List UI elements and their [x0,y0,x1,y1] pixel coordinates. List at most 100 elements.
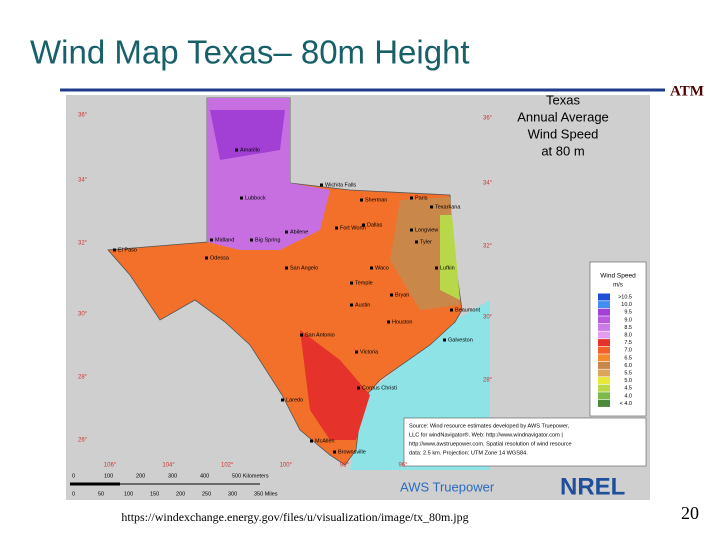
city-marker [350,303,353,307]
map-title: Wind Speed [528,126,599,141]
legend-swatch [598,392,610,400]
city-label: Big Spring [255,237,280,243]
city-label: El Paso [118,247,137,253]
city-marker [285,266,288,270]
legend-swatch [598,361,610,369]
city-marker [435,266,438,270]
city-label: Austin [355,302,370,308]
map-title: at 80 m [541,143,584,158]
city-marker [285,230,288,234]
city-marker [443,338,446,342]
legend-swatch [598,323,610,331]
legend-swatch [598,339,610,347]
city-label: Wichita Falls [325,182,356,188]
map [66,95,650,500]
slide-title: Wind Map Texas– 80m Height [30,34,470,71]
legend-title: Wind Speed [600,273,636,280]
latitude-label: 34° [78,178,88,184]
map-title: Texas [546,92,580,107]
city-marker [235,148,238,152]
city-label: Temple [355,280,373,286]
scale-label: 200 [136,473,145,479]
map-title: Annual Average [517,109,609,124]
legend-swatch [598,346,610,354]
legend-swatch [598,308,610,316]
city-label: Odessa [210,255,230,261]
city-marker [410,196,413,200]
scale-label: 250 [202,491,211,497]
latitude-label: 30° [78,312,88,318]
scale-label: 0 [72,491,75,497]
city-label: Lufkin [440,265,455,271]
legend-swatch [598,384,610,392]
logo-aws: AWS Truepower [400,479,495,494]
legend-label: 8.0 [624,332,632,338]
city-label: Longview [415,227,438,233]
source-text: Source: Wind resource estimates develope… [409,423,570,429]
city-marker [387,320,390,324]
city-label: Fort Worth [340,225,366,231]
city-label: Bryan [395,292,409,298]
city-label: Abilene [290,229,308,235]
scale-label: 350 Miles [254,491,278,497]
latitude-label: 26° [78,438,88,444]
city-marker [350,281,353,285]
source-text: data: 2.5 km. Projection: UTM Zone 14 WG… [409,450,528,456]
legend-swatch [598,399,610,407]
source-text: http://www.awstruepower.com. Spatial res… [409,441,572,447]
city-marker [357,386,360,390]
city-label: Houston [392,319,413,325]
coastal-zone [300,330,370,440]
city-label: Brownsville [338,449,366,455]
city-label: Sherman [365,197,387,203]
scale-label: 400 [200,473,209,479]
scale-label: 100 [124,491,133,497]
latitude-label: 30° [483,315,493,321]
latitude-label: 32° [78,241,88,247]
legend-label: 4.0 [624,393,632,399]
legend-swatch [598,293,610,301]
city-marker [320,183,323,187]
scale-label: 50 [98,491,104,497]
city-label: Midland [215,237,234,243]
city-label: Beaumont [455,307,481,313]
scale-label: 300 [168,473,177,479]
latitude-label: 34° [483,181,493,187]
latitude-label: 28° [483,378,493,384]
city-label: Galveston [448,337,473,343]
legend-swatch [598,377,610,385]
source-url: https://windexchange.energy.gov/files/u/… [121,510,468,524]
city-marker [250,238,253,242]
legend-label: >10.5 [618,294,632,300]
legend-label: 9.0 [624,317,632,323]
city-marker [333,450,336,454]
legend-label: 6.0 [624,363,632,369]
source-box [403,417,647,467]
latitude-label: 36° [78,113,88,119]
city-marker [355,350,358,354]
city-marker [300,333,303,337]
city-label: Tyler [420,239,432,245]
texas [107,97,463,466]
high-wind-zone [210,110,285,160]
scale-label: 200 [176,491,185,497]
city-label: McAllen [315,438,335,444]
legend-swatch [598,301,610,309]
logo: ATM [670,74,704,106]
city-label: Amarillo [240,147,260,153]
longitude-label: 100° [280,463,293,469]
city-marker [450,308,453,312]
legend-label: 7.5 [624,340,632,346]
city-label: San Antonio [305,332,335,338]
logo-bg [672,74,702,106]
scale-label: 150 [150,491,159,497]
scale-label: 0 [72,473,75,479]
legend-label: 5.0 [624,378,632,384]
city-label: Paris [415,195,428,201]
legend-label: 4.5 [624,386,632,392]
legend-label: 6.5 [624,355,632,361]
city-marker [240,196,243,200]
legend-label: 7.0 [624,348,632,354]
city-label: Lubbock [245,195,266,201]
legend-swatch [598,354,610,362]
